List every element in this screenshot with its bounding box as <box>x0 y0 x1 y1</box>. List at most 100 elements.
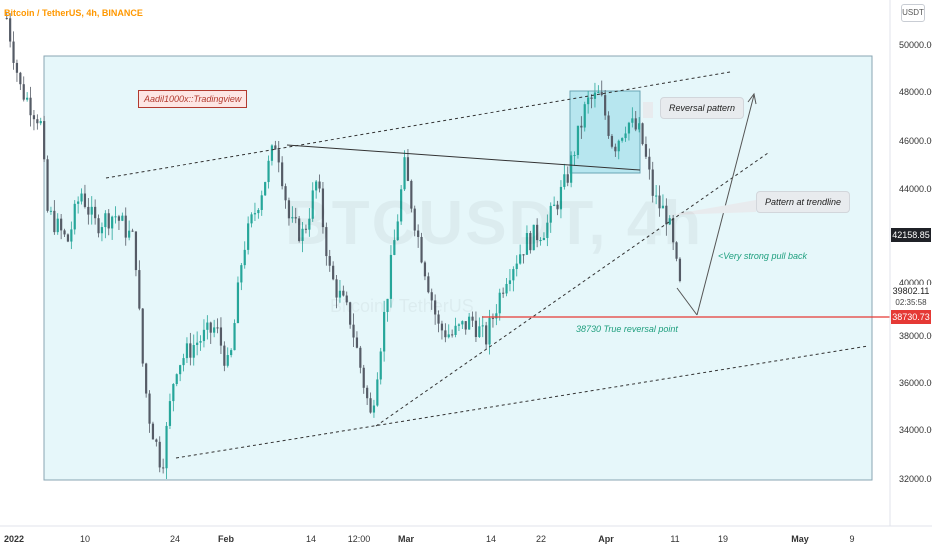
candle-body <box>308 218 311 230</box>
candle-body <box>502 292 505 294</box>
candle-body <box>532 224 535 251</box>
candle-body <box>457 324 461 326</box>
highlight-rectangle <box>43 55 873 481</box>
candle-body <box>383 311 386 352</box>
candle-body <box>621 138 624 141</box>
candle-body <box>631 118 634 123</box>
candle-body <box>546 222 549 239</box>
candle-body <box>304 228 308 230</box>
reversal-level-tag[interactable]: 38730.73 <box>891 310 931 324</box>
x-tick-label: 24 <box>169 534 181 544</box>
author-label: Aadil1000x::Tradingview <box>138 90 248 108</box>
candle-body <box>539 240 542 242</box>
candle-body <box>420 236 423 263</box>
candle-body <box>417 230 420 237</box>
callout-pointer-trendline <box>670 200 756 215</box>
current-price-tag[interactable]: 39802.11 <box>891 285 931 297</box>
candle-body <box>444 330 447 338</box>
candle-body <box>413 208 416 231</box>
candle-body <box>536 224 539 241</box>
candle-body <box>213 327 216 333</box>
candle-body <box>451 334 454 336</box>
x-tick-label: 22 <box>535 534 547 544</box>
candle-body <box>22 84 25 100</box>
candle-body <box>267 160 270 183</box>
candle-body <box>94 206 97 219</box>
candle-body <box>32 115 36 120</box>
candle-body <box>587 97 590 105</box>
chart-title[interactable]: Bitcoin / TetherUS, 4h, BINANCE <box>4 8 143 18</box>
candle-body <box>284 186 287 201</box>
candle-body <box>26 97 29 100</box>
candle-body <box>566 174 569 183</box>
candle-body <box>488 317 491 345</box>
candle-body <box>440 323 444 331</box>
candle-body <box>158 441 161 468</box>
candle-body <box>352 324 355 338</box>
candle-body <box>179 365 182 375</box>
candle-body <box>454 325 457 335</box>
y-tick-label: 32000.00 <box>899 474 932 484</box>
candle-body <box>70 229 73 242</box>
candle-body <box>148 393 151 424</box>
candle-body <box>359 347 362 368</box>
x-tick-label: Feb <box>217 534 235 544</box>
symbol-watermark: BTCUSDT, 4h <box>285 188 703 259</box>
candle-body <box>665 205 668 225</box>
candle-body <box>260 195 263 210</box>
candle-body <box>287 200 291 219</box>
bar-countdown: 02:35:58 <box>891 297 931 309</box>
candle-body <box>525 233 529 255</box>
candle-body <box>553 204 556 206</box>
candle-body <box>661 205 665 209</box>
candle-body <box>277 149 280 163</box>
projection-arrow-up <box>696 94 755 316</box>
candle-body <box>100 227 104 234</box>
candle-body <box>253 213 257 215</box>
candle-body <box>655 195 658 197</box>
candle-body <box>172 384 175 402</box>
candle-body <box>104 213 107 228</box>
y-tick-label: 48000.00 <box>899 87 932 97</box>
candle-body <box>12 41 15 63</box>
candle-body <box>46 159 49 211</box>
candle-body <box>325 227 328 257</box>
candle-body <box>672 218 675 243</box>
candle-body <box>19 72 22 85</box>
candle-body <box>219 327 223 346</box>
candle-body <box>257 209 260 214</box>
candle-body <box>301 228 304 241</box>
candle-body <box>474 320 478 338</box>
true-reversal-note: 38730 True reversal point <box>576 324 678 334</box>
x-tick-label: 10 <box>79 534 91 544</box>
candle-body <box>376 379 379 406</box>
candle-body <box>335 279 338 298</box>
candle-body <box>634 118 637 130</box>
candle-body <box>107 213 110 229</box>
candle-body <box>556 204 559 210</box>
candle-body <box>583 104 586 128</box>
candle-body <box>182 358 185 366</box>
candle-body <box>498 292 501 314</box>
candle-body <box>549 205 552 223</box>
last-price-tag[interactable]: 42158.85 <box>891 228 931 242</box>
candle-body <box>423 262 427 277</box>
candle-body <box>87 206 90 215</box>
candle-body <box>5 18 8 20</box>
candle-body <box>522 254 525 256</box>
candle-body <box>318 181 321 189</box>
candle-body <box>345 295 348 303</box>
drawings-layer <box>105 71 890 459</box>
candle-body <box>648 156 651 170</box>
candle-body <box>168 401 172 426</box>
candle-body <box>29 97 32 116</box>
candle-body <box>481 325 484 327</box>
candle-body <box>97 218 100 234</box>
candle-body <box>83 193 87 207</box>
candle-body <box>430 292 433 301</box>
candle-body <box>165 425 168 469</box>
currency-badge[interactable]: USDT <box>901 4 925 22</box>
candle-body <box>15 62 19 73</box>
candle-body <box>209 322 212 333</box>
